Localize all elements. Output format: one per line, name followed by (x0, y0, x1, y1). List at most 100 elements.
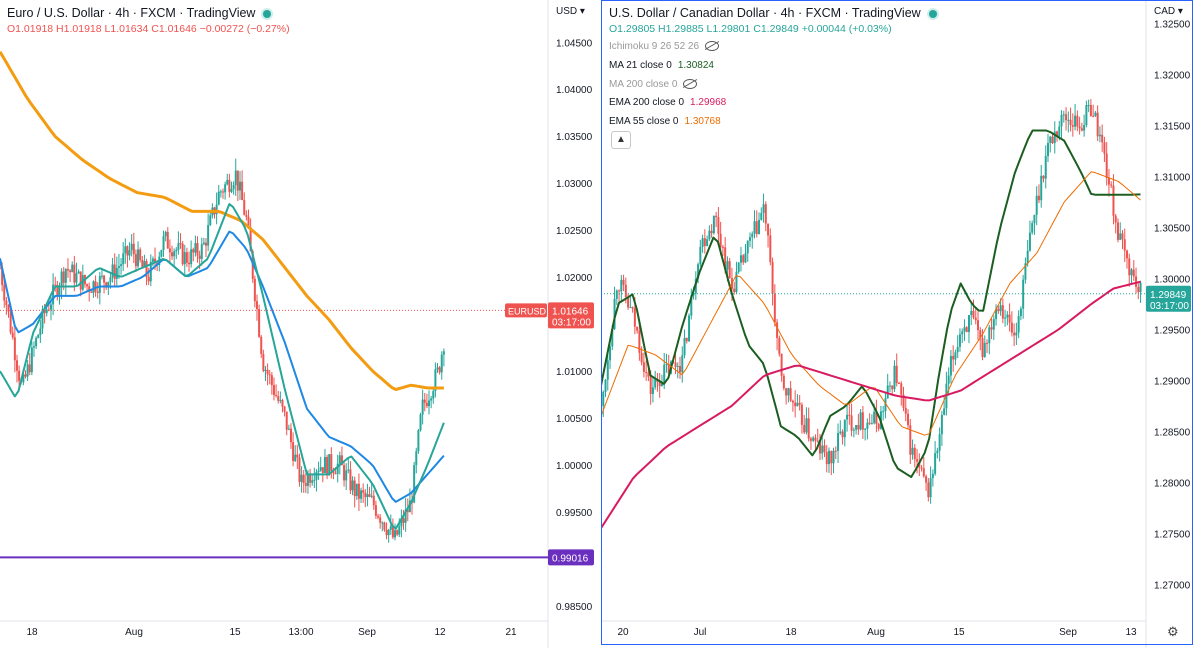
y-tick-label: 1.29000 (1154, 376, 1191, 387)
candle-body (958, 334, 961, 347)
candle-body (1103, 142, 1106, 154)
candle-body (782, 375, 785, 389)
candle-body (194, 243, 197, 253)
candle-body (1126, 250, 1129, 259)
candle-body (1087, 105, 1090, 107)
x-tick-label: 15 (229, 627, 241, 638)
candle-body (873, 411, 876, 424)
candle-body (275, 395, 278, 397)
candle-body (86, 284, 89, 287)
candle-body (726, 261, 729, 270)
ema-line (0, 50, 444, 391)
candle-body (803, 424, 806, 433)
candle-body (809, 438, 812, 441)
candle-body (791, 400, 794, 403)
candle-body (1116, 222, 1119, 240)
candle-body (24, 374, 27, 377)
x-tick-label: 18 (785, 627, 797, 638)
candle-body (647, 372, 650, 377)
candle-body (436, 367, 439, 370)
ma-teal-line (0, 203, 445, 530)
candle-body (88, 286, 91, 292)
candle-body (374, 505, 377, 516)
candle-body (701, 238, 704, 247)
candle-body (270, 375, 273, 386)
candle-body (353, 480, 356, 497)
eurusd-chart-svg[interactable]: 1.04500 1.04000 1.03500 1.03000 1.02500 1.020… (0, 0, 600, 648)
candle-body (602, 391, 605, 406)
y-tick-label: 0.98500 (556, 602, 593, 613)
candle-body (205, 242, 208, 246)
candle-body (837, 433, 840, 451)
candle-body (253, 278, 256, 302)
indicator-label: MA 21 close 0 (609, 60, 672, 71)
candle-body (364, 492, 367, 498)
candle-body (62, 271, 65, 283)
candle-body (688, 315, 691, 342)
candle-body (864, 428, 867, 430)
indicator-value: 1.30824 (677, 60, 714, 71)
candle-body (35, 337, 38, 347)
candle-body (1058, 126, 1061, 137)
y-tick-label: 1.03000 (556, 179, 593, 190)
candle-body (859, 412, 862, 430)
candle-body (828, 450, 831, 465)
candle-body (947, 375, 950, 384)
hidden-eye-icon[interactable] (683, 79, 698, 90)
indicator-ma21[interactable]: MA 21 close 0 1.30824 (609, 60, 714, 71)
candle-body (805, 418, 808, 433)
candle-body (255, 301, 258, 310)
candle-body (287, 428, 290, 430)
candle-body (742, 255, 745, 263)
candle-body (66, 269, 69, 271)
y-tick-label: 1.29500 (1154, 325, 1191, 336)
candle-body (753, 221, 756, 234)
indicator-ma200[interactable]: MA 200 close 0 (609, 79, 698, 90)
indicator-ichimoku[interactable]: Ichimoku 9 26 52 26 (609, 41, 720, 52)
candle-body (875, 411, 878, 424)
candle-body (294, 454, 297, 462)
candle-body (94, 281, 97, 292)
candle-body (685, 337, 688, 342)
candle-body (296, 454, 299, 458)
market-open-dot-icon (928, 9, 937, 18)
candle-body (1112, 185, 1115, 216)
candle-body (1042, 175, 1045, 179)
usdcad-chart-pane[interactable]: 1.32500 1.32000 1.31500 1.31000 1.30500 1.300… (601, 0, 1193, 648)
candle-body (192, 249, 195, 253)
candle-body (77, 271, 80, 274)
candle-body (900, 383, 903, 395)
candle-body (0, 267, 1, 269)
collapse-indicators-chevron-up-icon[interactable]: ▲ (611, 131, 631, 149)
candle-body (773, 293, 776, 323)
candle-body (925, 476, 928, 483)
hidden-eye-icon[interactable] (705, 41, 720, 52)
candle-body (663, 364, 666, 384)
candle-body (292, 442, 295, 462)
candle-body (986, 342, 989, 344)
candle-body (1065, 114, 1068, 121)
candle-body (789, 388, 792, 401)
candle-body (49, 304, 52, 310)
candle-body (417, 430, 420, 452)
candle-body (22, 374, 25, 383)
candle-body (1004, 317, 1007, 319)
candle-body (145, 261, 148, 278)
eurusd-chart-pane[interactable]: 1.04500 1.04000 1.03500 1.03000 1.02500 1.020… (0, 0, 600, 648)
candle-body (321, 467, 324, 473)
candle-body (232, 185, 235, 190)
indicator-ema200[interactable]: EMA 200 close 0 1.29968 (609, 97, 726, 108)
x-tick-label: 20 (617, 627, 629, 638)
candle-body (760, 212, 763, 220)
candle-body (846, 414, 849, 420)
candle-body (961, 331, 964, 335)
x-tick-label: 13 (1125, 627, 1137, 638)
settings-gear-icon[interactable]: ⚙ (1167, 624, 1179, 639)
candle-body (345, 470, 348, 481)
candle-body (690, 295, 693, 316)
candle-body (241, 181, 244, 201)
usdcad-chart-svg[interactable]: 1.32500 1.32000 1.31500 1.31000 1.30500 1.300… (601, 0, 1193, 648)
usdcad-ohlc: O1.29805 H1.29885 L1.29801 C1.29849 +0.0… (609, 23, 892, 35)
candle-body (319, 467, 322, 471)
indicator-ema55[interactable]: EMA 55 close 0 1.30768 (609, 116, 721, 127)
